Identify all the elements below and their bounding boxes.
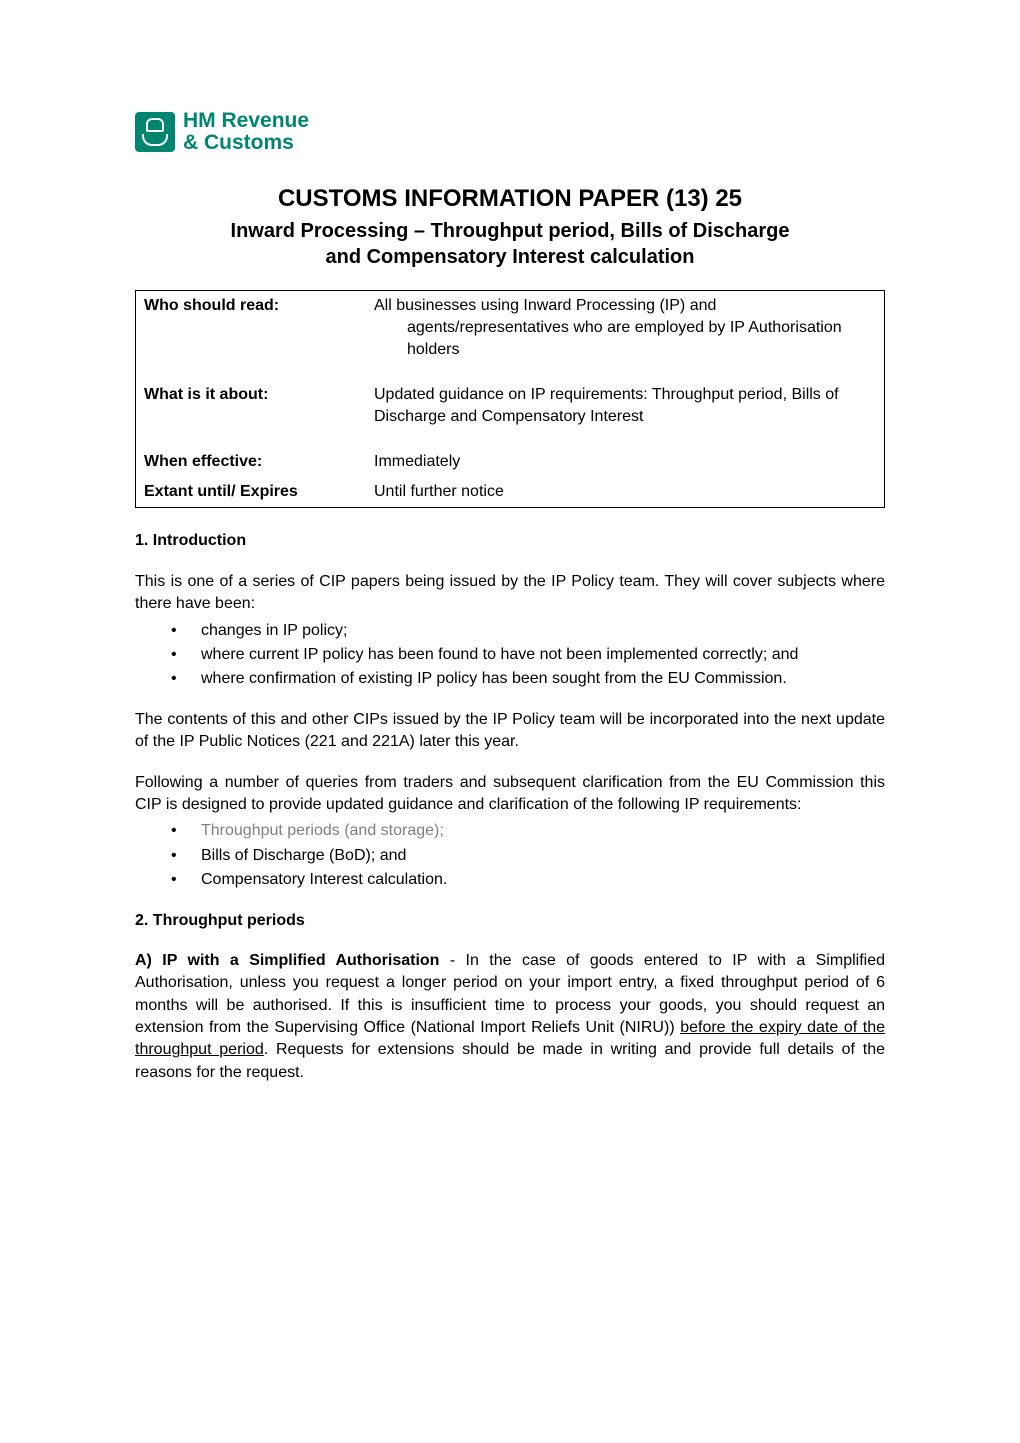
info-row-what: What is it about: Updated guidance on IP… <box>136 366 884 433</box>
info-label: What is it about: <box>144 384 374 429</box>
info-value: All businesses using Inward Processing (… <box>374 295 876 362</box>
list-item: Bills of Discharge (BoD); and <box>171 845 885 867</box>
logo-text: HM Revenue & Customs <box>183 110 309 154</box>
info-row-extant: Extant until/ Expires Until further noti… <box>136 477 884 507</box>
info-row-who: Who should read: All businesses using In… <box>136 291 884 366</box>
info-value: Until further notice <box>374 481 876 503</box>
section-1-para-1: This is one of a series of CIP papers be… <box>135 571 885 616</box>
title-main: CUSTOMS INFORMATION PAPER (13) 25 <box>135 182 885 216</box>
info-row-when: When effective: Immediately <box>136 433 884 477</box>
crown-icon <box>135 112 175 152</box>
title-block: CUSTOMS INFORMATION PAPER (13) 25 Inward… <box>135 182 885 270</box>
info-value-line2: agents/representatives who are employed … <box>374 317 876 362</box>
info-value: Immediately <box>374 451 876 473</box>
list-item: Compensatory Interest calculation. <box>171 869 885 891</box>
section-1-heading: 1. Introduction <box>135 530 885 552</box>
list-item: where confirmation of existing IP policy… <box>171 668 885 690</box>
section-1-para-3: Following a number of queries from trade… <box>135 772 885 817</box>
section-2-heading: 2. Throughput periods <box>135 910 885 932</box>
hmrc-logo: HM Revenue & Customs <box>135 110 885 154</box>
list-item: changes in IP policy; <box>171 620 885 642</box>
info-value: Updated guidance on IP requirements: Thr… <box>374 384 876 429</box>
section-1-bullets-a: changes in IP policy; where current IP p… <box>135 620 885 691</box>
section-1-bullets-b: Throughput periods (and storage); Bills … <box>135 820 885 891</box>
info-table: Who should read: All businesses using In… <box>135 290 885 509</box>
info-value-line1: All businesses using Inward Processing (… <box>374 297 716 314</box>
logo-line1: HM Revenue <box>183 110 309 132</box>
list-item-text: Throughput periods (and storage); <box>201 822 444 839</box>
info-label: Who should read: <box>144 295 374 362</box>
info-label: Extant until/ Expires <box>144 481 374 503</box>
logo-line2: & Customs <box>183 132 309 154</box>
section-1-para-2: The contents of this and other CIPs issu… <box>135 709 885 754</box>
title-sub-line2: and Compensatory Interest calculation <box>135 244 885 270</box>
section-2a-label: A) IP with a Simplified Authorisation <box>135 952 439 969</box>
section-2a-para: A) IP with a Simplified Authorisation - … <box>135 950 885 1084</box>
title-sub-line1: Inward Processing – Throughput period, B… <box>135 218 885 244</box>
info-label: When effective: <box>144 451 374 473</box>
list-item: Throughput periods (and storage); <box>171 820 885 842</box>
list-item: where current IP policy has been found t… <box>171 644 885 666</box>
